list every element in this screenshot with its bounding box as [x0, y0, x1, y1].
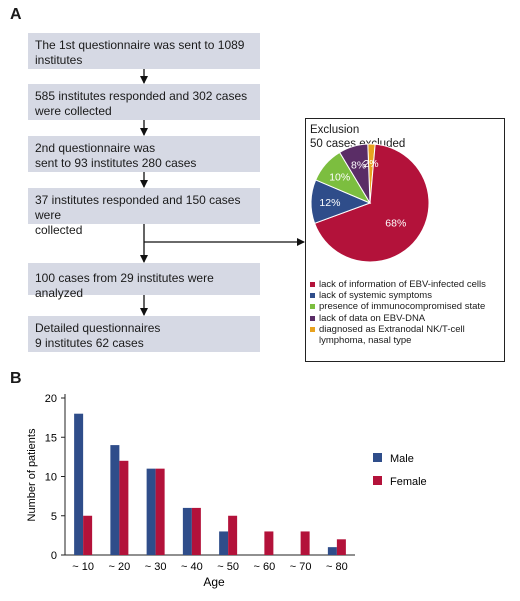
- y-tick-label-15: 15: [45, 432, 57, 444]
- bar-male-1: [74, 413, 84, 555]
- x-tick-label-8: ~ 80: [326, 561, 348, 573]
- legend-swatch-female: [373, 476, 382, 485]
- flow-step-2-line1: 585 institutes responded and 302 cases: [35, 89, 248, 103]
- y-tick-label-5: 5: [51, 511, 57, 523]
- flow-step-2: 585 institutes responded and 302 cases w…: [28, 84, 260, 120]
- pie-legend-item-3: presence of immunocompromised state: [310, 301, 504, 312]
- pie-legend: lack of information of EBV-infected cell…: [310, 279, 504, 346]
- bar-female-2: [119, 460, 129, 555]
- pie-legend-swatch-3: [310, 304, 315, 310]
- pie-legend-swatch-5: [310, 326, 315, 332]
- legend-label-male: Male: [390, 453, 414, 465]
- bar-female-8: [336, 539, 346, 555]
- x-tick-label-5: ~ 50: [217, 561, 239, 573]
- flow-step-1-line2: institutes: [35, 53, 83, 67]
- x-tick-label-1: ~ 10: [72, 561, 94, 573]
- x-tick-label-6: ~ 60: [254, 561, 276, 573]
- flow-step-3-line2: sent to 93 institutes 280 cases: [35, 156, 197, 170]
- flow-step-5-line1: 100 cases from 29 institutes were analyz…: [35, 271, 214, 300]
- x-tick-label-7: ~ 70: [290, 561, 312, 573]
- flow-step-5: 100 cases from 29 institutes were analyz…: [28, 263, 260, 300]
- bar-male-4: [182, 507, 192, 555]
- flow-step-4-line2: collected: [35, 223, 83, 237]
- bar-male-3: [146, 468, 156, 555]
- pie-legend-label-3: presence of immunocompromised state: [319, 301, 486, 313]
- flow-step-4: 37 institutes responded and 150 cases we…: [28, 188, 260, 237]
- y-axis-title: Number of patients: [26, 428, 38, 521]
- pie-legend-item-5: diagnosed as Extranodal NK/T-cell lympho…: [310, 324, 504, 346]
- flow-step-3-line1: 2nd questionnaire was: [35, 141, 156, 155]
- x-tick-label-4: ~ 40: [181, 561, 203, 573]
- pie-legend-item-2: lack of systemic symptoms: [310, 290, 504, 301]
- pie-legend-item-1: lack of information of EBV-infected cell…: [310, 279, 504, 290]
- pie-legend-label-4: lack of data on EBV-DNA: [319, 312, 426, 324]
- pie-legend-label-5: diagnosed as Extranodal NK/T-cell lympho…: [319, 323, 465, 347]
- pie-value-label-1: 68%: [385, 218, 406, 230]
- exclusion-box: Exclusion 50 cases excluded 2% 68% 12% 10% 8…: [305, 118, 505, 362]
- y-tick-label-0: 0: [51, 550, 57, 562]
- flow-step-1: The 1st questionnaire was sent to 1089 i…: [28, 33, 260, 69]
- panel-a-label: A: [10, 6, 22, 23]
- pie-legend-item-4: lack of data on EBV-DNA: [310, 313, 504, 324]
- x-tick-label-3: ~ 30: [145, 561, 167, 573]
- pie-legend-label-2: lack of systemic symptoms: [319, 290, 432, 302]
- legend-label-female: Female: [390, 476, 427, 488]
- y-tick-label-10: 10: [45, 472, 57, 484]
- flow-step-1-line1: The 1st questionnaire was sent to 1089: [35, 38, 245, 52]
- x-axis-title: Age: [203, 575, 225, 589]
- y-tick-label-20: 20: [45, 393, 57, 405]
- bar-male-2: [110, 445, 120, 555]
- exclusion-pie-chart: 2% 68% 12% 10%8%: [310, 143, 430, 263]
- bar-female-1: [83, 515, 93, 555]
- flow-step-6-line2: 9 institutes 62 cases: [35, 336, 144, 350]
- pie-legend-swatch-2: [310, 293, 315, 299]
- bar-male-8: [327, 547, 337, 555]
- flow-step-3: 2nd questionnaire was sent to 93 institu…: [28, 136, 260, 172]
- bar-female-7: [300, 531, 310, 555]
- flow-step-6: Detailed questionnaires 9 institutes 62 …: [28, 316, 260, 352]
- pie-value-label-4: 8%: [351, 160, 366, 172]
- bar-female-6: [264, 531, 274, 555]
- exclusion-title: Exclusion: [310, 124, 360, 136]
- pie-legend-swatch-4: [310, 315, 315, 321]
- pie-legend-swatch-1: [310, 282, 315, 287]
- bar-male-5: [219, 531, 229, 555]
- pie-slice-1: [313, 143, 430, 263]
- x-tick-label-2: ~ 20: [109, 561, 131, 573]
- pie-slice-4: [338, 143, 371, 204]
- legend-swatch-male: [373, 453, 382, 462]
- pie-legend-label-1: lack of information of EBV-infected cell…: [319, 279, 486, 290]
- flow-step-4-line1: 37 institutes responded and 150 cases we…: [35, 193, 241, 222]
- pie-value-label-2: 12%: [319, 197, 340, 209]
- panel-b-label: B: [10, 370, 22, 387]
- bar-female-3: [155, 468, 165, 555]
- flow-step-2-line2: were collected: [35, 104, 112, 118]
- flow-step-6-line1: Detailed questionnaires: [35, 321, 161, 335]
- pie-value-label-5: 2%: [363, 158, 378, 170]
- bar-female-4: [191, 507, 201, 555]
- pie-value-label-3: 10%: [329, 172, 350, 184]
- bar-female-5: [228, 515, 238, 555]
